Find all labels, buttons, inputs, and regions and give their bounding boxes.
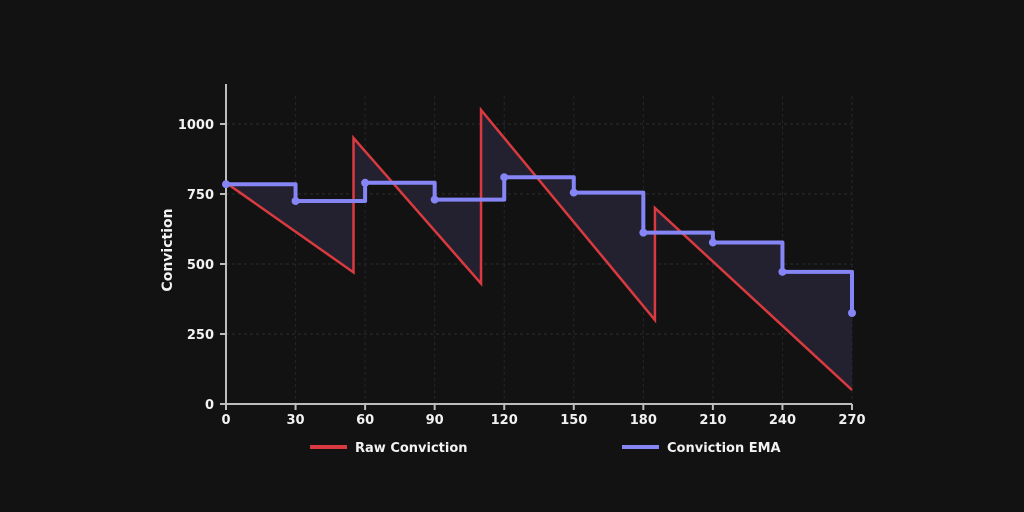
legend-label-ema: Conviction EMA	[667, 441, 781, 456]
ema-point	[848, 309, 856, 317]
ema-point	[361, 178, 370, 187]
ema-point	[430, 195, 439, 204]
x-tick-label: 30	[287, 413, 305, 428]
y-tick-label: 500	[187, 258, 214, 273]
x-tick-label: 60	[356, 413, 374, 428]
y-tick-label: 0	[205, 398, 214, 413]
grid	[226, 96, 853, 404]
x-tick-label: 150	[560, 413, 587, 428]
x-tick-label: 270	[838, 413, 865, 428]
axes: 0 250 500 750 1000 0 30 60 90 120 150 180 210 240 270	[178, 84, 866, 428]
ema-point	[291, 197, 300, 205]
x-tick-label: 210	[699, 413, 726, 428]
ema-point	[708, 238, 717, 247]
raw-conviction-line	[225, 106, 853, 391]
ema-point	[778, 267, 787, 276]
x-tick-label: 180	[630, 413, 657, 428]
x-tick-label: 240	[769, 413, 796, 428]
legend-label-raw: Raw Conviction	[355, 441, 468, 456]
legend: Raw Conviction Conviction EMA	[310, 441, 781, 456]
ema-point	[222, 180, 230, 189]
series	[222, 106, 856, 391]
x-tick-label: 90	[426, 413, 444, 428]
ema-point	[500, 173, 509, 182]
y-tick-label: 1000	[178, 118, 214, 133]
y-tick-label: 750	[187, 188, 214, 203]
ema-point	[639, 228, 648, 237]
ema-point	[569, 188, 578, 197]
fill-between-area	[226, 110, 852, 390]
y-axis-label: Conviction	[160, 208, 176, 291]
conviction-ema-line	[226, 175, 854, 313]
x-tick-label: 120	[491, 413, 518, 428]
x-tick-label: 0	[221, 413, 230, 428]
y-tick-label: 250	[187, 328, 214, 343]
